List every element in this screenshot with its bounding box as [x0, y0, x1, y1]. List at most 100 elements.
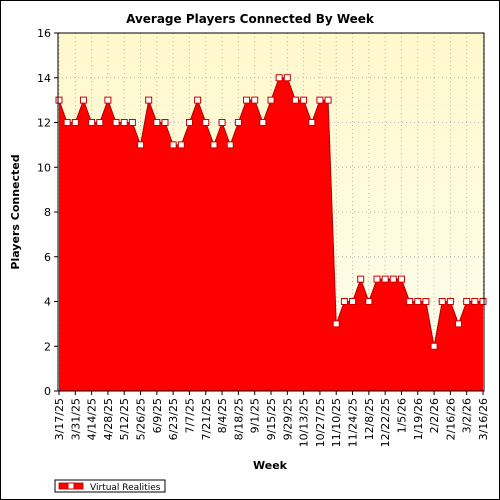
data-point: [104, 96, 112, 104]
data-point: [349, 298, 357, 305]
x-tick-label: 3/31/25: [69, 398, 82, 440]
y-axis-ticks: 0 2 4 6 8 10 12 14 16: [37, 27, 58, 398]
legend-marker: [67, 482, 75, 490]
data-point: [128, 119, 136, 126]
data-point: [251, 96, 259, 104]
x-tick-label: 2/2/26: [428, 398, 441, 433]
x-tick-label: 9/1/25: [249, 398, 262, 433]
x-tick-label: 4/28/25: [102, 398, 115, 440]
x-tick-label: 9/29/25: [281, 398, 294, 440]
data-markers: [55, 74, 487, 350]
data-point: [55, 96, 63, 104]
data-point: [430, 342, 438, 350]
y-tick-label: 4: [44, 296, 51, 309]
data-point: [218, 119, 226, 126]
x-tick-label: 3/16/26: [477, 398, 490, 440]
x-tick-label: 6/23/25: [167, 398, 180, 440]
data-point: [210, 141, 218, 149]
x-tick-label: 10/27/25: [314, 398, 327, 447]
chart-title: Average Players Connected By Week: [126, 12, 375, 26]
data-point: [479, 298, 487, 305]
data-point: [145, 96, 153, 104]
data-point: [463, 298, 471, 305]
data-point: [414, 298, 422, 305]
x-tick-label: 8/4/25: [216, 398, 229, 433]
data-point: [438, 298, 446, 305]
area-fill: [59, 77, 483, 391]
x-tick-label: 5/26/25: [135, 398, 148, 440]
y-tick-label: 8: [44, 206, 51, 219]
x-tick-label: 12/8/25: [363, 398, 376, 440]
data-point: [120, 119, 128, 126]
y-tick-label: 6: [44, 251, 51, 264]
data-point: [137, 141, 145, 149]
data-point: [446, 298, 454, 305]
data-point: [332, 320, 340, 328]
data-point: [422, 298, 430, 305]
data-point: [471, 298, 479, 305]
x-tick-label: 11/24/25: [347, 398, 360, 447]
data-point: [202, 119, 210, 126]
x-axis-ticks: 3/17/25 3/31/25 4/14/25 4/28/25 5/12/25 5/26/…: [53, 391, 490, 447]
x-tick-label: 2/16/26: [444, 398, 457, 440]
data-point: [267, 96, 275, 104]
data-point: [340, 298, 348, 305]
data-point: [357, 275, 365, 283]
data-point: [63, 119, 71, 126]
data-point: [226, 141, 234, 149]
data-point: [96, 119, 104, 126]
data-point: [324, 96, 332, 104]
y-tick-label: 16: [37, 27, 51, 40]
data-point: [397, 275, 405, 283]
data-point: [373, 275, 381, 283]
x-tick-label: 7/21/25: [200, 398, 213, 440]
x-tick-label: 8/18/25: [232, 398, 245, 440]
data-point: [275, 74, 283, 82]
y-tick-label: 12: [37, 117, 51, 130]
x-tick-label: 3/17/25: [53, 398, 66, 440]
x-tick-label: 6/9/25: [151, 398, 164, 433]
data-point: [300, 96, 308, 104]
data-point: [365, 298, 373, 305]
x-tick-label: 4/14/25: [86, 398, 99, 440]
y-axis-title: Players Connected: [9, 154, 22, 269]
y-tick-label: 0: [44, 385, 51, 398]
data-point: [194, 96, 202, 104]
x-tick-label: 12/22/25: [379, 398, 392, 447]
x-tick-label: 1/5/26: [395, 398, 408, 433]
x-axis-title: Week: [253, 459, 288, 472]
data-point: [71, 119, 79, 126]
data-point: [112, 119, 120, 126]
x-tick-label: 10/13/25: [298, 398, 311, 447]
data-point: [161, 119, 169, 126]
data-point: [177, 141, 185, 149]
y-tick-label: 2: [44, 340, 51, 353]
data-point: [406, 298, 414, 305]
data-point: [153, 119, 161, 126]
data-point: [389, 275, 397, 283]
data-point: [169, 141, 177, 149]
data-point: [234, 119, 242, 126]
data-point: [88, 119, 96, 126]
x-tick-label: 5/12/25: [118, 398, 131, 440]
data-point: [79, 96, 87, 104]
data-point: [243, 96, 251, 104]
legend-label: Virtual Realities: [90, 483, 161, 493]
y-tick-label: 10: [37, 161, 51, 174]
data-point: [291, 96, 299, 104]
legend: Virtual Realities: [54, 479, 166, 493]
data-point: [381, 275, 389, 283]
data-point: [185, 119, 193, 126]
x-tick-label: 3/2/26: [461, 398, 474, 433]
x-tick-label: 11/10/25: [330, 398, 343, 447]
y-tick-label: 14: [37, 72, 51, 85]
x-tick-label: 9/15/25: [265, 398, 278, 440]
x-tick-label: 7/7/25: [183, 398, 196, 433]
data-point: [455, 320, 463, 328]
data-point: [259, 119, 267, 126]
data-point: [316, 96, 324, 104]
data-point: [308, 119, 316, 126]
data-point: [283, 74, 291, 82]
